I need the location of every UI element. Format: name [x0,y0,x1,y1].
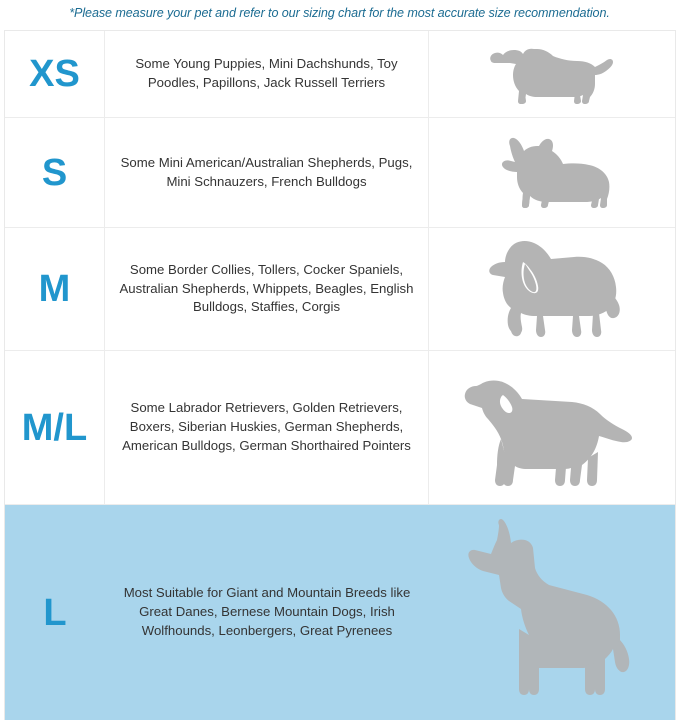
illustration-cell [429,118,675,227]
table-row: M Some Border Collies, Tollers, Cocker S… [5,228,675,351]
size-cell: XS [5,31,105,117]
breeds-text: Some Young Puppies, Mini Dachshunds, Toy… [135,56,398,90]
breeds-cell: Some Border Collies, Tollers, Cocker Spa… [105,228,429,350]
size-label: M [38,268,71,310]
size-cell: M [5,228,105,350]
breeds-cell: Some Mini American/Australian Shepherds,… [105,118,429,227]
measure-note: *Please measure your pet and refer to ou… [69,6,610,20]
size-cell: S [5,118,105,227]
illustration-cell [429,31,675,117]
illustration-cell [429,351,675,504]
size-cell: M/L [5,351,105,504]
size-label: XS [29,53,80,95]
table-row: L Most Suitable for Giant and Mountain B… [5,505,675,720]
breeds-text: Some Mini American/Australian Shepherds,… [120,154,413,189]
labrador-silhouette-icon [464,379,632,486]
table-row: M/L Some Labrador Retrievers, Golden Ret… [5,351,675,505]
french-bulldog-silhouette-icon [501,137,610,208]
breeds-cell: Most Suitable for Giant and Mountain Bre… [105,505,429,720]
small-dog-silhouette-icon [490,48,613,104]
illustration-cell [429,228,675,350]
size-chart-table: XS Some Young Puppies, Mini Dachshunds, … [4,30,676,720]
breeds-cell: Some Labrador Retrievers, Golden Retriev… [105,351,429,504]
illustration-cell [429,505,675,720]
spaniel-silhouette-icon [489,240,620,337]
table-row: S Some Mini American/Australian Shepherd… [5,118,675,228]
size-label: S [41,151,68,194]
breeds-text: Some Labrador Retrievers, Golden Retriev… [122,400,411,453]
size-label: L [43,591,67,634]
breeds-text: Most Suitable for Giant and Mountain Bre… [123,585,411,638]
breeds-text: Some Border Collies, Tollers, Cocker Spa… [119,261,414,315]
great-dane-silhouette-icon [468,518,630,695]
table-row: XS Some Young Puppies, Mini Dachshunds, … [5,31,675,118]
size-label: M/L [21,406,88,449]
breeds-cell: Some Young Puppies, Mini Dachshunds, Toy… [105,31,429,117]
size-cell: L [5,505,105,720]
